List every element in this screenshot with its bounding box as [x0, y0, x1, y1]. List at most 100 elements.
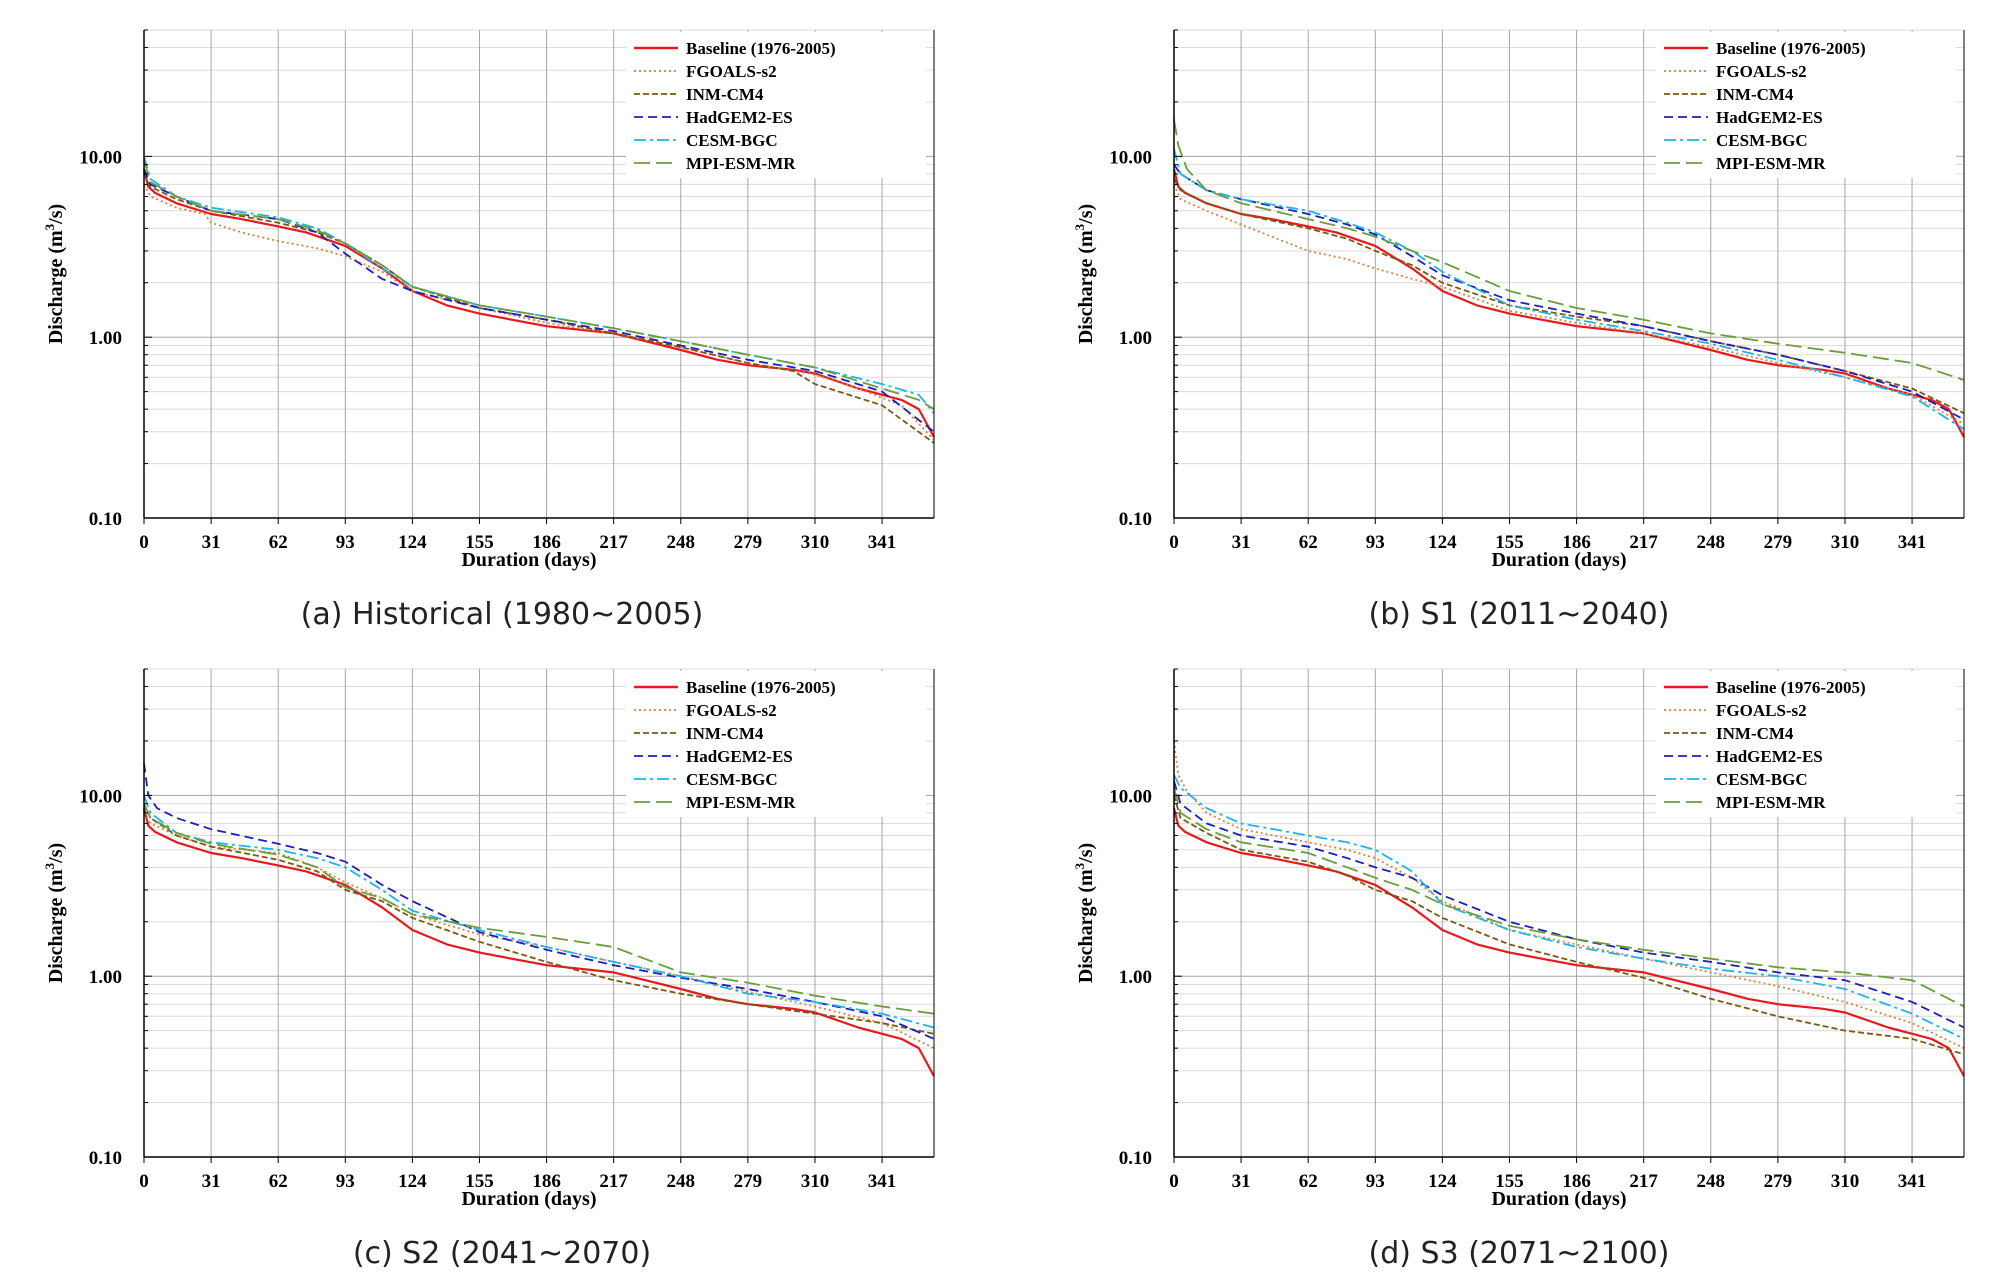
y-axis-label-unit: /s) [1075, 843, 1097, 864]
y-axis-label-text: Discharge (m [1075, 869, 1097, 983]
legend-label: MPI-ESM-MR [686, 793, 796, 812]
series-line-fgoals-s2 [143, 183, 935, 441]
minor-gridlines [1174, 668, 1964, 1104]
x-tick-label: 217 [1629, 532, 1658, 553]
x-tick-label: 31 [202, 1171, 221, 1192]
legend: Baseline (1976-2005) FGOALS-s2 INM-CM4 HadG… [626, 32, 926, 178]
y-axis-label-superscript: 3 [1072, 862, 1087, 869]
y-tick-label: 10.00 [1109, 147, 1152, 168]
legend: Baseline (1976-2005) FGOALS-s2 INM-CM4 HadG… [1656, 671, 1956, 817]
legend: Baseline (1976-2005) FGOALS-s2 INM-CM4 HadG… [626, 671, 926, 817]
x-tick-label: 0 [1169, 532, 1179, 553]
series-line-mpi-esm-mr [1173, 119, 1965, 381]
caption-a: (a) Historical (1980~2005) [300, 597, 704, 632]
x-tick-label: 279 [734, 1171, 763, 1192]
series-line-baseline-1976-2005 [1172, 807, 1965, 1077]
y-axis-label-unit: /s) [45, 204, 67, 225]
legend-label: FGOALS-s2 [686, 62, 777, 81]
legend-box [626, 32, 926, 178]
chart-b: 0.10 1.00 10.00 0 31 62 93 124 155 186 217 248 279 31… [1072, 29, 1965, 571]
minor-gridlines [144, 29, 934, 465]
y-axis-label-superscript: 3 [1072, 223, 1087, 230]
x-tick-label: 62 [1299, 1171, 1318, 1192]
legend-label: CESM-BGC [686, 131, 778, 150]
legend-box [626, 671, 926, 817]
y-axis-label: Discharge (m3/s) [1072, 204, 1097, 344]
x-tick-label: 186 [1562, 532, 1591, 553]
x-tick-label: 31 [202, 532, 221, 553]
legend-label: FGOALS-s2 [686, 701, 777, 720]
x-tick-label: 124 [398, 532, 427, 553]
legend-box [1656, 671, 1956, 817]
chart-d: 0.10 1.00 10.00 0 31 62 93 124 155 186 217 248 279 31… [1072, 668, 1965, 1210]
x-tick-label: 217 [599, 1171, 628, 1192]
y-axis-label-text: Discharge (m [1075, 230, 1097, 344]
series-group [1172, 119, 1965, 438]
x-tick-label: 248 [667, 1171, 696, 1192]
y-axis-label-unit: /s) [45, 843, 67, 864]
series-line-inm-cm4 [1173, 795, 1965, 1056]
x-tick-label: 124 [1428, 1171, 1457, 1192]
legend-label: HadGEM2-ES [686, 747, 793, 766]
series-group [142, 156, 935, 444]
x-tick-label: 341 [1898, 1171, 1927, 1192]
x-axis-label: Duration (days) [1491, 1188, 1626, 1210]
y-tick-label: 0.10 [89, 509, 122, 530]
panel-b: 0.10 1.00 10.00 0 31 62 93 124 155 186 217 248 279 31… [1030, 0, 2008, 639]
x-tick-label: 31 [1232, 532, 1251, 553]
legend-label: INM-CM4 [686, 724, 764, 743]
legend-label: FGOALS-s2 [1716, 62, 1807, 81]
minor-gridlines [144, 668, 934, 1104]
legend-label: Baseline (1976-2005) [686, 39, 836, 58]
legend-label: MPI-ESM-MR [1716, 154, 1826, 173]
y-tick-label: 0.10 [89, 1148, 122, 1169]
x-tick-label: 124 [398, 1171, 427, 1192]
y-axis-label-text: Discharge (m [45, 869, 67, 983]
x-tick-label: 62 [269, 532, 288, 553]
y-tick-label: 10.00 [79, 786, 122, 807]
x-tick-label: 310 [1831, 532, 1860, 553]
x-tick-label: 310 [1831, 1171, 1860, 1192]
x-tick-label: 186 [1562, 1171, 1591, 1192]
y-tick-label: 1.00 [89, 328, 122, 349]
x-axis-label: Duration (days) [461, 1188, 596, 1210]
y-axis-label-superscript: 3 [42, 223, 57, 230]
legend-label: HadGEM2-ES [686, 108, 793, 127]
x-tick-label: 279 [1764, 1171, 1793, 1192]
x-tick-label: 341 [1898, 532, 1927, 553]
x-tick-label: 93 [336, 1171, 355, 1192]
x-tick-label: 341 [868, 1171, 897, 1192]
y-axis-label-unit: /s) [1075, 204, 1097, 225]
legend-label: Baseline (1976-2005) [1716, 678, 1866, 697]
legend: Baseline (1976-2005) FGOALS-s2 INM-CM4 HadG… [1656, 32, 1956, 178]
x-tick-label: 93 [1366, 1171, 1385, 1192]
x-tick-label: 248 [1697, 1171, 1726, 1192]
series-line-inm-cm4 [1173, 178, 1965, 415]
series-line-hadgem2-es [1173, 164, 1965, 421]
legend-label: INM-CM4 [686, 85, 764, 104]
series-line-hadgem2-es [143, 168, 935, 433]
x-tick-label: 155 [1495, 532, 1524, 553]
chart-a: 0.10 1.00 10.00 0 31 62 93 124 155 186 217 248 279 31… [42, 29, 935, 571]
series-line-hadgem2-es [1173, 780, 1965, 1029]
y-tick-label: 10.00 [79, 147, 122, 168]
legend-label: INM-CM4 [1716, 85, 1794, 104]
y-axis-label-superscript: 3 [42, 862, 57, 869]
x-tick-label: 0 [139, 532, 149, 553]
chart-c: 0.10 1.00 10.00 0 31 62 93 124 155 186 217 248 279 31… [42, 668, 935, 1210]
legend-label: CESM-BGC [1716, 770, 1808, 789]
x-tick-label: 248 [1697, 532, 1726, 553]
legend-label: CESM-BGC [686, 770, 778, 789]
caption-b: (b) S1 (2011~2040) [1368, 597, 1670, 632]
x-tick-label: 248 [667, 532, 696, 553]
legend-label: HadGEM2-ES [1716, 108, 1823, 127]
x-tick-label: 0 [139, 1171, 149, 1192]
panel-d: 0.10 1.00 10.00 0 31 62 93 124 155 186 217 248 279 31… [1030, 639, 2008, 1278]
x-tick-label: 155 [465, 1171, 494, 1192]
x-tick-label: 155 [465, 532, 494, 553]
y-axis-label: Discharge (m3/s) [1072, 843, 1097, 983]
x-axis-label: Duration (days) [1491, 549, 1626, 571]
legend-label: MPI-ESM-MR [1716, 793, 1826, 812]
x-tick-label: 93 [1366, 532, 1385, 553]
